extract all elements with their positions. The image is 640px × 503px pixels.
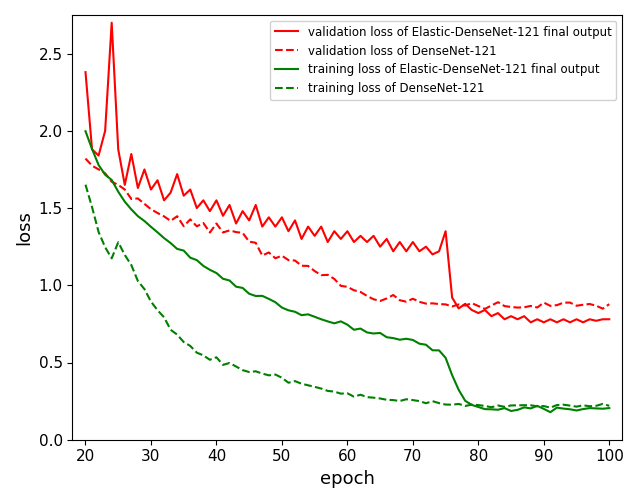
validation loss of DenseNet-121 (481, 306, 489, 312)
Line: training loss of DenseNet-121: training loss of DenseNet-121 (86, 185, 609, 407)
training loss of DenseNet-121 (559, 402, 567, 408)
training loss of Elastic-DenseNet-121 final output (409, 337, 417, 343)
validation loss of Elastic-DenseNet-121 final output (82, 69, 90, 75)
training loss of Elastic-DenseNet-121 final output (533, 403, 541, 409)
validation loss of Elastic-DenseNet-121 final output (605, 316, 613, 322)
Line: validation loss of Elastic-DenseNet-121 final output: validation loss of Elastic-DenseNet-121 … (86, 23, 609, 322)
training loss of Elastic-DenseNet-121 final output (468, 402, 476, 408)
training loss of Elastic-DenseNet-121 final output (547, 409, 554, 415)
validation loss of DenseNet-121 (468, 300, 476, 306)
training loss of Elastic-DenseNet-121 final output (82, 128, 90, 134)
validation loss of DenseNet-121 (409, 296, 417, 302)
validation loss of Elastic-DenseNet-121 final output (474, 310, 482, 316)
validation loss of Elastic-DenseNet-121 final output (547, 316, 554, 322)
training loss of DenseNet-121 (508, 402, 515, 408)
training loss of Elastic-DenseNet-121 final output (508, 408, 515, 414)
validation loss of DenseNet-121 (370, 296, 378, 302)
validation loss of DenseNet-121 (82, 155, 90, 161)
validation loss of DenseNet-121 (605, 301, 613, 307)
Line: validation loss of DenseNet-121: validation loss of DenseNet-121 (86, 158, 609, 309)
validation loss of Elastic-DenseNet-121 final output (514, 316, 522, 322)
validation loss of DenseNet-121 (559, 300, 567, 306)
validation loss of Elastic-DenseNet-121 final output (566, 319, 574, 325)
training loss of DenseNet-121 (82, 182, 90, 188)
validation loss of Elastic-DenseNet-121 final output (527, 319, 534, 325)
training loss of Elastic-DenseNet-121 final output (605, 405, 613, 411)
training loss of DenseNet-121 (409, 397, 417, 403)
validation loss of DenseNet-121 (540, 300, 548, 306)
X-axis label: epoch: epoch (320, 470, 375, 488)
validation loss of Elastic-DenseNet-121 final output (376, 243, 384, 249)
Y-axis label: loss: loss (15, 210, 33, 245)
training loss of DenseNet-121 (468, 401, 476, 407)
training loss of Elastic-DenseNet-121 final output (370, 330, 378, 337)
Line: training loss of Elastic-DenseNet-121 final output: training loss of Elastic-DenseNet-121 fi… (86, 131, 609, 412)
training loss of DenseNet-121 (533, 403, 541, 409)
validation loss of Elastic-DenseNet-121 final output (108, 20, 116, 26)
Legend: validation loss of Elastic-DenseNet-121 final output, validation loss of DenseNe: validation loss of Elastic-DenseNet-121 … (270, 21, 616, 100)
validation loss of DenseNet-121 (514, 304, 522, 310)
training loss of DenseNet-121 (370, 395, 378, 401)
training loss of Elastic-DenseNet-121 final output (559, 405, 567, 411)
training loss of DenseNet-121 (605, 403, 613, 409)
validation loss of Elastic-DenseNet-121 final output (415, 248, 423, 255)
training loss of DenseNet-121 (547, 404, 554, 410)
